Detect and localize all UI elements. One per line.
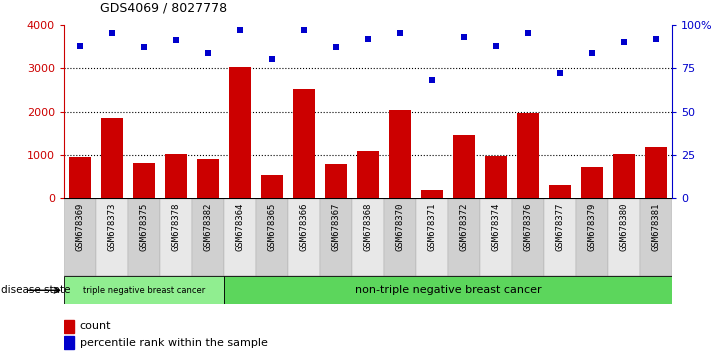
Bar <box>197 159 219 198</box>
Bar <box>549 185 571 198</box>
Bar <box>320 198 352 276</box>
Bar <box>293 89 315 198</box>
Point <box>490 43 501 48</box>
Bar <box>165 154 187 198</box>
Point <box>458 34 469 40</box>
Bar <box>160 198 192 276</box>
Bar <box>517 113 539 198</box>
Text: GSM678380: GSM678380 <box>619 202 629 251</box>
Bar <box>576 198 608 276</box>
Bar <box>64 198 96 276</box>
Text: GSM678368: GSM678368 <box>363 202 373 251</box>
Point <box>170 38 181 43</box>
Point <box>362 36 374 41</box>
Point <box>650 36 661 41</box>
Bar <box>645 147 667 198</box>
Text: GSM678377: GSM678377 <box>555 202 565 251</box>
Bar <box>512 198 544 276</box>
Bar <box>480 198 512 276</box>
Point <box>427 78 438 83</box>
Point <box>234 27 246 33</box>
Bar <box>64 276 224 304</box>
Text: GSM678375: GSM678375 <box>139 202 149 251</box>
Bar <box>608 198 640 276</box>
Text: GSM678372: GSM678372 <box>459 202 469 251</box>
Bar <box>101 118 123 198</box>
Text: GSM678374: GSM678374 <box>491 202 501 251</box>
Text: GDS4069 / 8027778: GDS4069 / 8027778 <box>100 1 227 14</box>
Point <box>106 30 117 36</box>
Text: GSM678366: GSM678366 <box>299 202 309 251</box>
Bar <box>133 163 155 198</box>
Text: GSM678364: GSM678364 <box>235 202 245 251</box>
Text: GSM678381: GSM678381 <box>651 202 661 251</box>
Text: count: count <box>80 321 111 331</box>
Bar <box>229 67 251 198</box>
Bar <box>357 150 379 198</box>
Bar <box>421 190 443 198</box>
Text: triple negative breast cancer: triple negative breast cancer <box>83 286 205 295</box>
Bar <box>224 198 256 276</box>
Bar <box>69 157 91 198</box>
Bar <box>581 167 603 198</box>
Text: GSM678369: GSM678369 <box>75 202 85 251</box>
Point <box>75 43 85 48</box>
Text: GSM678370: GSM678370 <box>395 202 405 251</box>
Bar <box>256 198 288 276</box>
Bar <box>325 164 347 198</box>
Bar <box>640 198 672 276</box>
Bar <box>224 276 672 304</box>
Point <box>202 50 213 55</box>
Text: GSM678371: GSM678371 <box>427 202 437 251</box>
Point <box>586 50 597 55</box>
Point <box>299 27 310 33</box>
Text: GSM678382: GSM678382 <box>203 202 213 251</box>
Bar <box>453 135 475 198</box>
Bar <box>64 320 74 333</box>
Point <box>394 30 405 36</box>
Point <box>618 39 630 45</box>
Text: GSM678378: GSM678378 <box>171 202 181 251</box>
Bar <box>613 154 635 198</box>
Bar <box>485 156 507 198</box>
Bar <box>128 198 160 276</box>
Point <box>330 45 341 50</box>
Bar <box>288 198 320 276</box>
Bar <box>192 198 224 276</box>
Text: GSM678373: GSM678373 <box>107 202 117 251</box>
Text: GSM678365: GSM678365 <box>267 202 277 251</box>
Point <box>266 57 277 62</box>
Bar <box>64 336 74 349</box>
Text: GSM678379: GSM678379 <box>587 202 597 251</box>
Text: non-triple negative breast cancer: non-triple negative breast cancer <box>355 285 541 295</box>
Bar <box>544 198 576 276</box>
Text: GSM678367: GSM678367 <box>331 202 341 251</box>
Text: disease state: disease state <box>1 285 70 295</box>
Bar <box>96 198 128 276</box>
Point <box>138 45 149 50</box>
Bar <box>448 198 480 276</box>
Bar <box>352 198 384 276</box>
Text: percentile rank within the sample: percentile rank within the sample <box>80 338 267 348</box>
Text: GSM678376: GSM678376 <box>523 202 533 251</box>
Point <box>554 70 565 76</box>
Bar <box>389 110 411 198</box>
Bar <box>416 198 448 276</box>
Point <box>522 30 533 36</box>
Bar <box>261 175 283 198</box>
Bar <box>384 198 416 276</box>
